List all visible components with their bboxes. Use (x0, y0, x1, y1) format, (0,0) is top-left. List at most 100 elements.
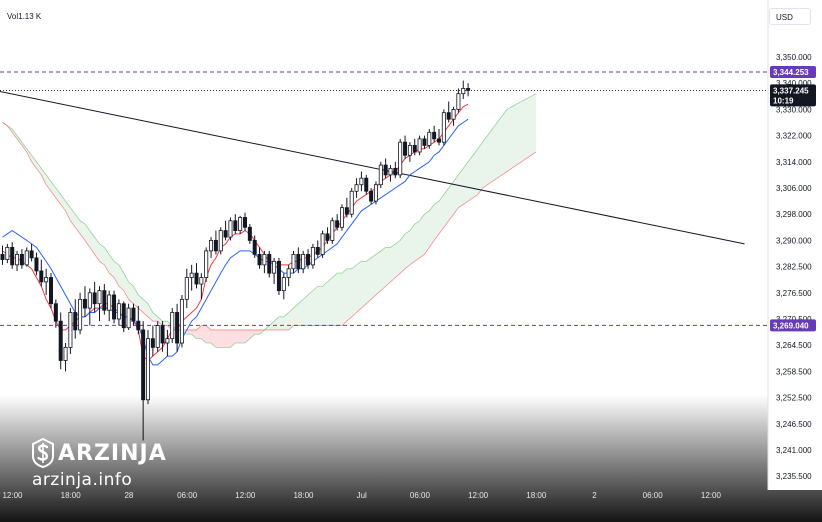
price-tick-label: 3,322.000 (776, 132, 812, 141)
price-tick-label: 3,306.000 (776, 184, 812, 193)
candle (15, 250, 20, 271)
candle (102, 284, 107, 315)
candle (39, 259, 44, 287)
candle (373, 181, 378, 205)
candle (233, 214, 238, 234)
level-price-tag (770, 66, 816, 79)
candle (112, 290, 117, 324)
candle (335, 214, 340, 231)
candle (49, 273, 54, 309)
candle (388, 165, 393, 182)
candle (107, 290, 112, 322)
candle (291, 250, 296, 274)
time-axis[interactable]: 12:00 18:00 28 06:00 12:00 18:00 Jul 06:00 12:00… (2, 491, 721, 500)
candle (19, 249, 24, 269)
candle (92, 281, 97, 313)
candle-body (92, 292, 97, 305)
candle (359, 171, 364, 192)
currency-selector[interactable]: USD (769, 8, 811, 25)
candle-body (184, 277, 189, 300)
candle-body (126, 307, 131, 329)
candle (466, 83, 471, 97)
candle (184, 268, 189, 309)
bottom-shade (0, 395, 822, 522)
candle-body (383, 164, 388, 176)
candle (223, 220, 228, 241)
candle (82, 286, 87, 317)
candle-body (306, 253, 311, 266)
candle-body (262, 253, 267, 266)
candle (242, 212, 247, 231)
candle (136, 305, 141, 335)
candle-body (354, 184, 359, 192)
candle (446, 101, 451, 123)
candle-body (286, 268, 291, 278)
candlestick-series (0, 80, 471, 441)
candle-body (388, 167, 393, 176)
price-axis-bg (768, 0, 822, 490)
candle (160, 321, 165, 352)
candle (150, 325, 155, 357)
candle-body (461, 88, 466, 95)
candle (10, 242, 15, 269)
time-tick-label: 06:00 (643, 491, 664, 500)
trendline-segment (0, 91, 745, 245)
candle-body (403, 141, 408, 156)
time-tick-label: 06:00 (177, 491, 198, 500)
candle (325, 227, 330, 244)
candle (441, 109, 446, 146)
candle (378, 161, 383, 188)
candle-body (281, 277, 286, 292)
brand-site: arzinja.info (32, 470, 133, 490)
candle (68, 308, 73, 354)
level-price-label: 3,269.040 (773, 321, 809, 330)
candle (407, 142, 412, 162)
candle (116, 299, 121, 326)
candle (427, 129, 432, 149)
candle-body (432, 131, 437, 140)
candle-body (87, 292, 92, 309)
candle (0, 245, 5, 265)
time-tick-label: 12:00 (235, 491, 256, 500)
candle (145, 329, 150, 405)
candle (121, 301, 126, 333)
candle-body (58, 320, 63, 361)
candle (189, 264, 194, 291)
candle-body (63, 346, 68, 361)
candle (126, 303, 131, 330)
time-tick-label: 28 (124, 491, 133, 500)
candle-body (199, 277, 204, 285)
candle-body (247, 226, 252, 241)
candle-body (131, 307, 136, 322)
trendline[interactable] (0, 91, 745, 245)
candle (170, 308, 175, 344)
cloud-span-b (2, 122, 537, 331)
candle-body (170, 312, 175, 340)
candle-body (427, 131, 432, 146)
cloud-span-a (2, 93, 537, 348)
price-axis[interactable]: 3,350.000 3,340.000 3,330.000 3,322.000 3,31… (767, 0, 822, 490)
candle (461, 80, 466, 99)
candle-body (209, 239, 214, 252)
candle-body (320, 233, 325, 255)
cloud-bearish (186, 325, 265, 348)
candle-body (53, 303, 58, 322)
candle (87, 288, 92, 326)
candle (330, 217, 335, 244)
candle (257, 247, 262, 269)
ichimoku-cloud (2, 93, 537, 348)
candle-body (335, 220, 340, 228)
price-tick-label: 3,298.000 (776, 210, 812, 219)
candle (310, 243, 315, 269)
candle (53, 299, 58, 328)
candle (301, 250, 306, 274)
volume-label: Vol1.13 K (7, 12, 42, 21)
candle-body (398, 141, 403, 176)
price-tick-label: 3,246.500 (776, 420, 812, 429)
time-tick-label: 18:00 (293, 491, 314, 500)
candle (432, 125, 437, 143)
candle (165, 329, 170, 357)
